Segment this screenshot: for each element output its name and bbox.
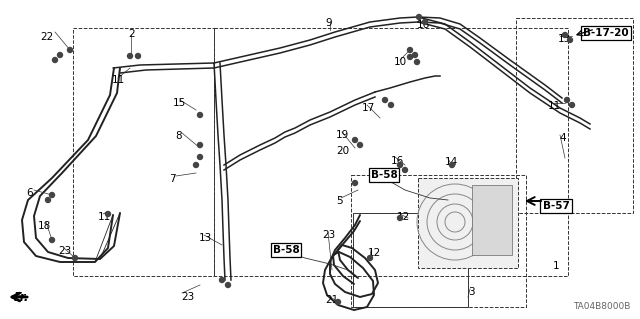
Text: B-57: B-57 xyxy=(543,201,570,211)
Circle shape xyxy=(136,54,141,58)
Circle shape xyxy=(383,98,387,102)
Circle shape xyxy=(198,113,202,117)
Text: Fr.: Fr. xyxy=(14,291,29,304)
Text: B-58: B-58 xyxy=(371,170,397,180)
Circle shape xyxy=(422,19,428,25)
Circle shape xyxy=(127,54,132,58)
Bar xyxy=(351,175,526,307)
Text: 11: 11 xyxy=(112,75,125,85)
Text: 11: 11 xyxy=(548,101,561,111)
Circle shape xyxy=(358,143,362,147)
Text: 17: 17 xyxy=(362,103,375,113)
Text: 7: 7 xyxy=(169,174,175,184)
Text: 13: 13 xyxy=(199,233,212,243)
Circle shape xyxy=(198,154,202,160)
Circle shape xyxy=(403,167,408,173)
Circle shape xyxy=(570,102,575,108)
Circle shape xyxy=(413,53,417,57)
Circle shape xyxy=(367,256,372,261)
Circle shape xyxy=(220,278,225,283)
Text: 20: 20 xyxy=(336,146,349,156)
Text: 8: 8 xyxy=(175,131,182,141)
Text: B-17-20: B-17-20 xyxy=(583,28,629,38)
Circle shape xyxy=(52,57,58,63)
Circle shape xyxy=(72,256,77,261)
Circle shape xyxy=(564,98,570,102)
Circle shape xyxy=(58,53,63,57)
Circle shape xyxy=(568,38,573,42)
Circle shape xyxy=(106,211,111,217)
Bar xyxy=(516,18,633,213)
Text: 23: 23 xyxy=(181,292,195,302)
Circle shape xyxy=(417,14,422,19)
Circle shape xyxy=(49,238,54,242)
Circle shape xyxy=(397,216,403,220)
Text: 4: 4 xyxy=(559,133,566,143)
Circle shape xyxy=(225,283,230,287)
Circle shape xyxy=(353,137,358,143)
Bar xyxy=(353,213,468,307)
Text: 2: 2 xyxy=(128,29,134,39)
Text: 19: 19 xyxy=(336,130,349,140)
Circle shape xyxy=(49,192,54,197)
Text: 23: 23 xyxy=(58,246,71,256)
Text: 1: 1 xyxy=(553,261,559,271)
Circle shape xyxy=(388,102,394,108)
Bar xyxy=(214,28,568,276)
Text: 23: 23 xyxy=(322,230,335,240)
Circle shape xyxy=(397,162,403,167)
Circle shape xyxy=(408,55,413,60)
Text: 9: 9 xyxy=(325,18,332,28)
Circle shape xyxy=(408,48,413,53)
Text: 13: 13 xyxy=(558,34,572,44)
Circle shape xyxy=(353,181,358,186)
Text: 21: 21 xyxy=(325,295,339,305)
Text: 3: 3 xyxy=(468,287,475,297)
Circle shape xyxy=(45,197,51,203)
Text: 5: 5 xyxy=(336,196,342,206)
Text: 16: 16 xyxy=(417,20,430,30)
Text: 16: 16 xyxy=(391,156,404,166)
Circle shape xyxy=(67,48,72,53)
Text: 12: 12 xyxy=(368,248,381,258)
Text: B-58: B-58 xyxy=(273,245,300,255)
Text: 11: 11 xyxy=(98,212,111,222)
Text: 10: 10 xyxy=(394,57,407,67)
Text: 12: 12 xyxy=(397,212,410,222)
Circle shape xyxy=(449,162,454,167)
Circle shape xyxy=(198,143,202,147)
Text: 15: 15 xyxy=(173,98,186,108)
Circle shape xyxy=(193,162,198,167)
Circle shape xyxy=(335,300,340,305)
Circle shape xyxy=(415,60,419,64)
Text: 14: 14 xyxy=(445,157,458,167)
Bar xyxy=(73,28,214,276)
Bar xyxy=(418,178,518,268)
Text: 6: 6 xyxy=(26,188,33,198)
Text: 18: 18 xyxy=(38,221,51,231)
Text: 22: 22 xyxy=(40,32,53,42)
Text: TA04B8000B: TA04B8000B xyxy=(573,302,630,311)
Bar xyxy=(472,185,512,255)
Circle shape xyxy=(563,33,568,38)
